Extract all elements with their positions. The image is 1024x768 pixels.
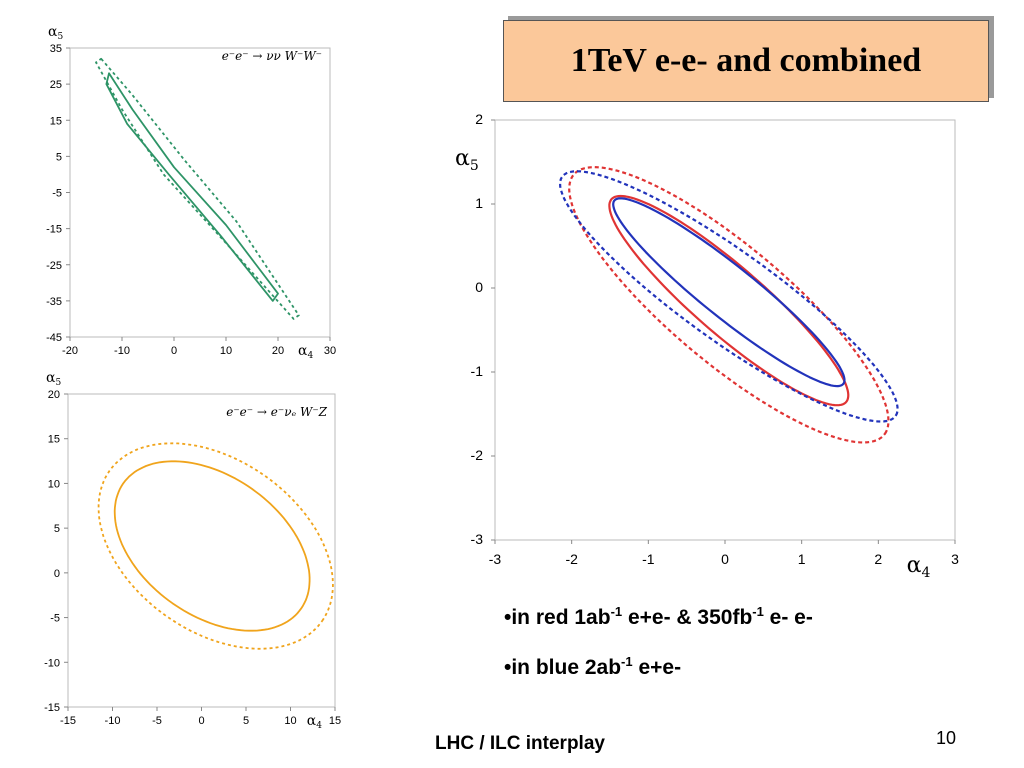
x-tick-label: 5 <box>243 715 249 727</box>
x-tick-label: -10 <box>114 345 130 357</box>
plot-frame <box>69 47 331 338</box>
legend-red: •in red 1ab-1 e+e- & 350fb-1 e- e- <box>504 604 813 629</box>
y-tick-label: -35 <box>46 296 62 308</box>
y-tick-label: -25 <box>46 260 62 272</box>
plot-frame <box>67 393 336 708</box>
footer-text: LHC / ILC interplay <box>435 733 605 754</box>
y-tick-label: 10 <box>48 478 60 490</box>
x-tick-label: 1 <box>798 551 806 567</box>
y-tick-label: 5 <box>56 151 62 163</box>
x-tick-label: -3 <box>489 551 502 567</box>
x-tick-label: 3 <box>951 551 959 567</box>
y-tick-label: 25 <box>50 79 62 91</box>
contour-solid-0 <box>608 194 850 407</box>
contour-solid-0 <box>105 72 279 302</box>
process-label: e⁻e⁻ → e⁻νₑ W⁻Z <box>226 405 327 419</box>
contour-dashed-1 <box>95 57 300 320</box>
y-tick-label: -3 <box>471 531 484 547</box>
page-number: 10 <box>936 728 957 748</box>
x-tick-label: -10 <box>105 715 121 727</box>
x-tick-label: 10 <box>220 345 232 357</box>
x-tick-label: 30 <box>324 345 336 357</box>
x-tick-label: 0 <box>198 715 204 727</box>
contour-dashed-1 <box>568 166 890 444</box>
y-tick-label: -5 <box>50 613 60 625</box>
x-tick-label: -15 <box>60 715 76 727</box>
y-axis-label: α5 <box>48 24 63 42</box>
y-tick-label: -10 <box>44 657 60 669</box>
y-tick-label: -15 <box>46 224 62 236</box>
y-tick-label: 2 <box>475 111 483 127</box>
chart-green-svg: -20 -10 0 10 20 30 35 25 15 5 -5 -15 -25 -35 -45 α4 α5 e⁻… <box>46 24 336 361</box>
slide-title: 1TeV e-e- and combined <box>570 42 922 79</box>
y-tick-label: 0 <box>475 279 483 295</box>
y-tick-label: 35 <box>50 43 62 55</box>
y-tick-label: 5 <box>54 523 60 535</box>
chart-combined: -3 -2 -1 0 1 2 3 2 1 0 -1 -2 -3 α4 α5 <box>440 108 980 588</box>
y-tick-label: -5 <box>52 188 62 200</box>
x-tick-label: 2 <box>874 551 882 567</box>
y-tick-label: -2 <box>471 447 484 463</box>
contour-dashed-3 <box>559 170 899 423</box>
process-label: e⁻e⁻ → νν W⁻W⁻ <box>222 49 322 63</box>
x-tick-label: 20 <box>272 345 284 357</box>
contour-solid-2 <box>612 197 846 388</box>
x-tick-label: 0 <box>721 551 729 567</box>
slide-title-box: 1TeV e-e- and combined <box>503 20 989 102</box>
y-tick-label: -1 <box>471 363 484 379</box>
x-tick-label: -2 <box>565 551 578 567</box>
chart-combined-svg: -3 -2 -1 0 1 2 3 2 1 0 -1 -2 -3 α4 α5 <box>455 111 959 581</box>
legend-blue: •in blue 2ab-1 e+e- <box>504 654 682 679</box>
contour-solid-0 <box>113 460 311 632</box>
y-tick-label: -45 <box>46 332 62 344</box>
y-tick-label: 15 <box>50 115 62 127</box>
x-tick-label: -20 <box>62 345 78 357</box>
y-axis-label: α5 <box>46 370 61 388</box>
x-tick-label: 15 <box>329 715 341 727</box>
chart-orange-svg: -15 -10 -5 0 5 10 15 20 15 10 5 0 -5 -10 -15 α4 α5 e⁻e⁻ →… <box>44 370 341 731</box>
x-tick-label: -1 <box>642 551 655 567</box>
y-tick-label: 1 <box>475 195 483 211</box>
y-tick-label: 20 <box>48 389 60 401</box>
x-axis-label: α4 <box>298 343 313 361</box>
chart-green: -20 -10 0 10 20 30 35 25 15 5 -5 -15 -25 -35 -45 α4 α5 e⁻… <box>0 10 420 370</box>
x-tick-label: 0 <box>171 345 177 357</box>
chart-orange: -15 -10 -5 0 5 10 15 20 15 10 5 0 -5 -10 -15 α4 α5 e⁻e⁻ →… <box>0 370 420 731</box>
plot-frame <box>494 119 956 541</box>
y-axis-label: α5 <box>455 146 479 174</box>
x-tick-label: 10 <box>284 715 296 727</box>
y-tick-label: 15 <box>48 434 60 446</box>
x-axis-label: α4 <box>907 553 931 581</box>
x-tick-label: -5 <box>152 715 162 727</box>
x-axis-label: α4 <box>307 713 322 731</box>
y-tick-label: -15 <box>44 702 60 714</box>
contour-dashed-1 <box>97 442 334 650</box>
y-tick-label: 0 <box>54 568 60 580</box>
